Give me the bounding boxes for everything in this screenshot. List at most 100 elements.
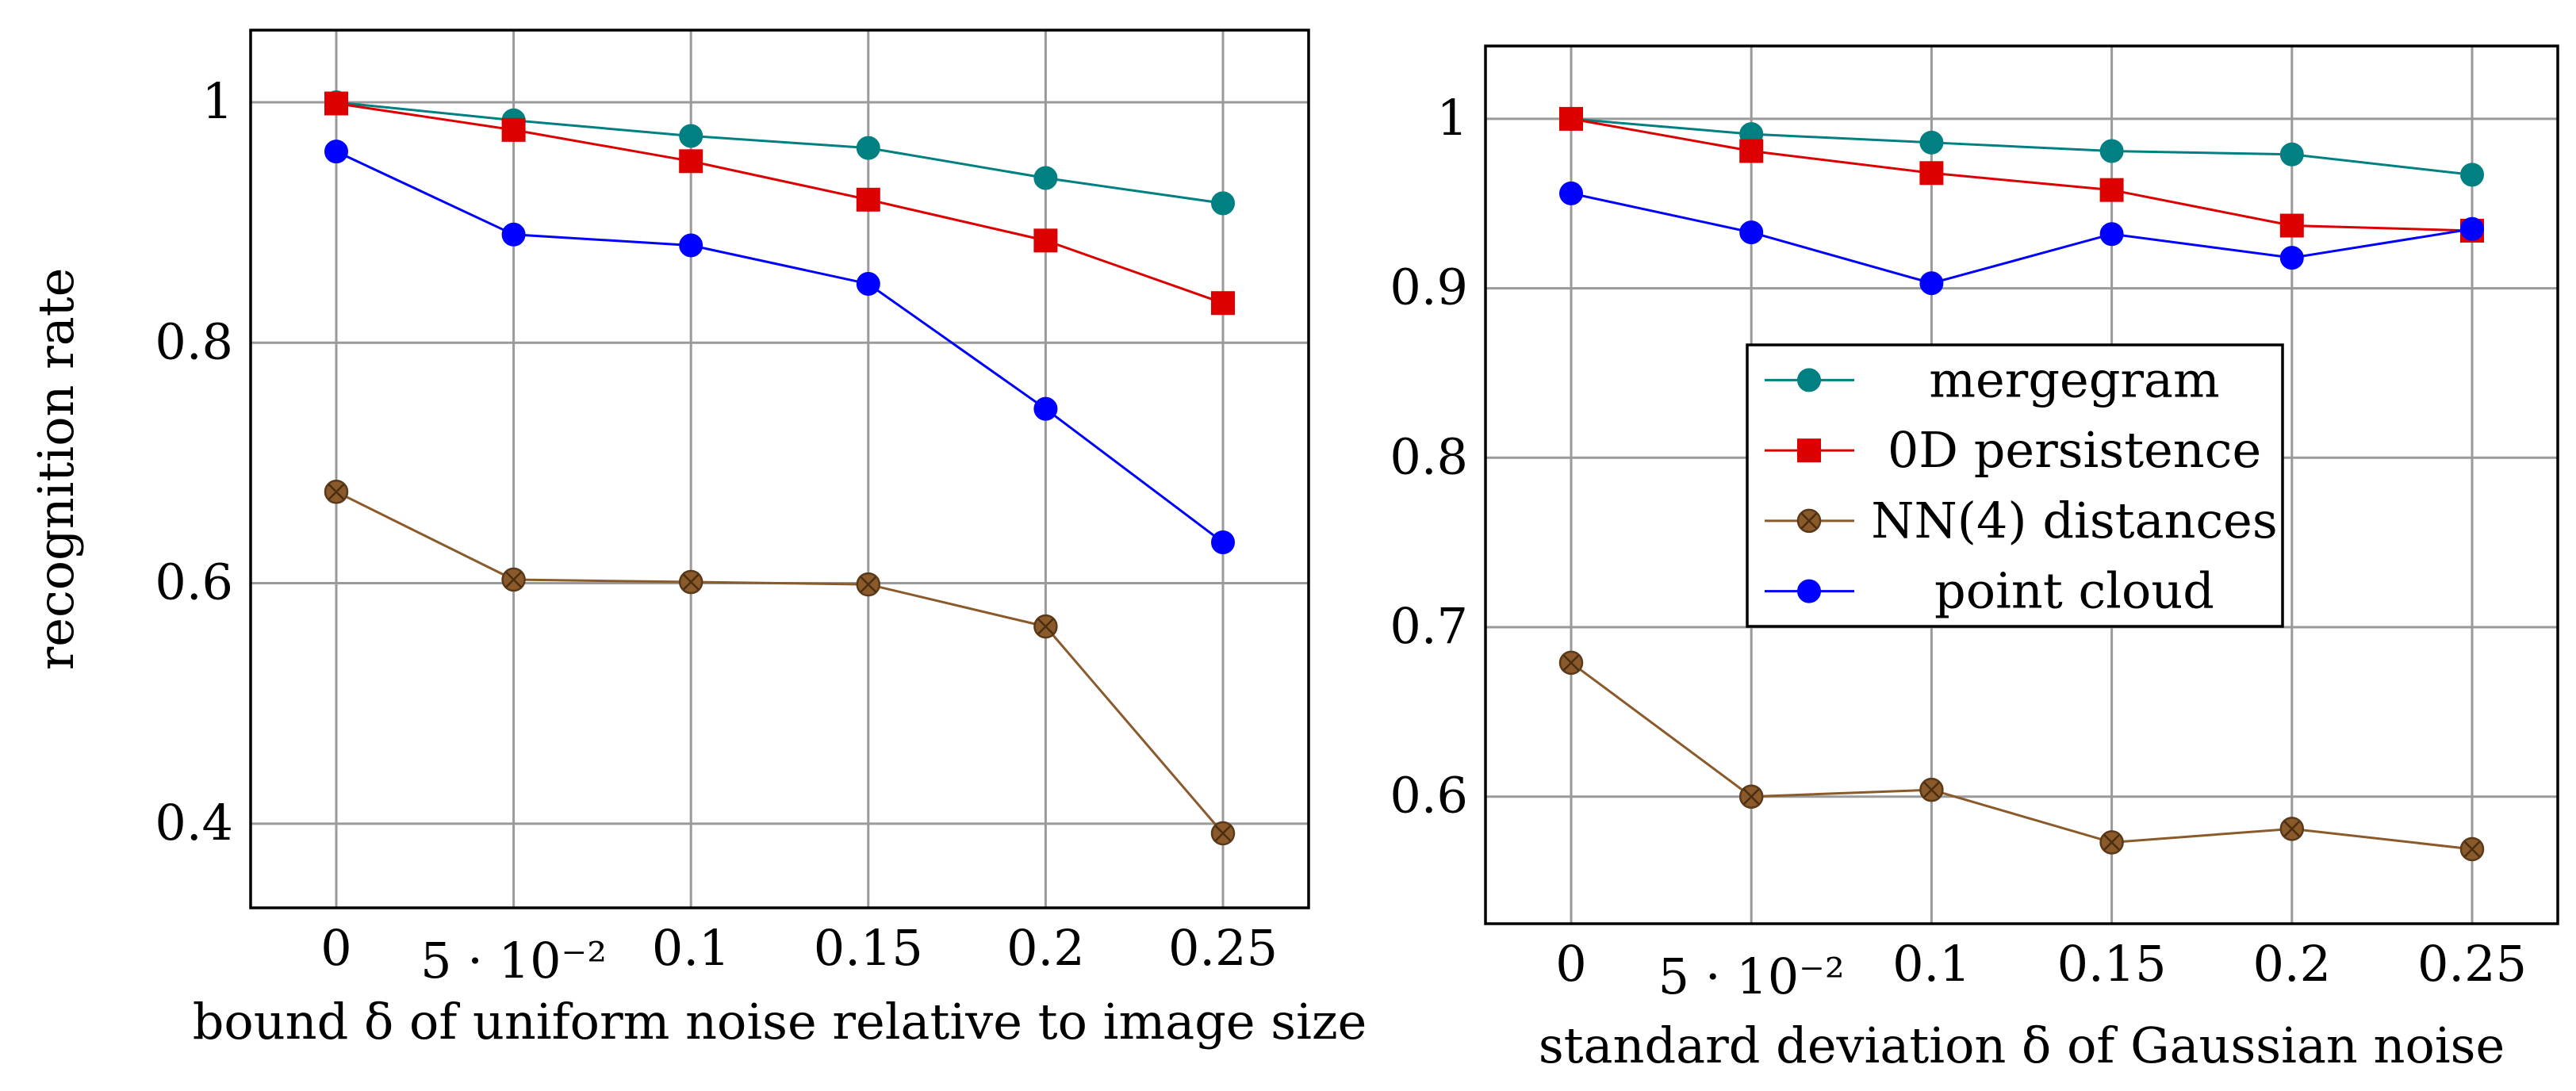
series-line-point-cloud xyxy=(1570,192,2473,285)
y-tick-label-3: 0.9 xyxy=(1390,258,1468,316)
point-nn-4-distances-1 xyxy=(501,567,526,592)
point-nn-4-distances-0 xyxy=(324,480,349,504)
y-tick-label-1: 0.7 xyxy=(1390,597,1468,655)
legend-box xyxy=(1746,343,2284,628)
point-mergegram-2 xyxy=(679,124,703,148)
y-tick-label-2: 0.8 xyxy=(1390,427,1468,485)
x-tick-label-0: 0 xyxy=(320,919,351,977)
point-point-cloud-3 xyxy=(2099,222,2124,247)
x-tick-label-4: 0.2 xyxy=(2252,935,2331,993)
series-line-point-cloud xyxy=(335,150,1224,544)
y-tick-label-3: 1 xyxy=(202,72,233,130)
point-0d-persistence-4 xyxy=(2279,213,2304,238)
point-nn-4-distances-3-cross-b xyxy=(2103,834,2120,851)
x-axis-label: standard deviation δ of Gaussian noise xyxy=(1539,1016,2505,1074)
legend-marker-0d-persistence xyxy=(1797,438,1821,463)
point-nn-4-distances-1-cross-b xyxy=(505,571,522,588)
point-nn-4-distances-2-cross-b xyxy=(1923,781,1940,798)
point-nn-4-distances-2 xyxy=(1919,777,1944,802)
point-point-cloud-1 xyxy=(501,222,526,247)
x-tick-label-0: 0 xyxy=(1555,935,1586,993)
point-point-cloud-0 xyxy=(1559,181,1583,205)
y-tick-label-4: 1 xyxy=(1437,89,1468,147)
legend-label-nn-4-distances: NN(4) distances xyxy=(1871,492,2277,549)
point-mergegram-3 xyxy=(856,136,880,160)
point-nn-4-distances-5 xyxy=(1210,821,1236,846)
x-tick-label-1: 5 · 10⁻² xyxy=(1658,947,1845,1005)
x-tick-label-3: 0.15 xyxy=(2057,935,2167,993)
point-point-cloud-4 xyxy=(2279,246,2304,270)
point-0d-persistence-3 xyxy=(856,187,880,212)
x-tick-label-5: 0.25 xyxy=(2417,935,2527,993)
y-tick-label-0: 0.4 xyxy=(155,794,233,852)
series-point-cloud xyxy=(1559,181,2484,296)
point-0d-persistence-1 xyxy=(1739,139,1764,163)
point-0d-persistence-0 xyxy=(1559,106,1583,131)
point-nn-4-distances-1-cross-b xyxy=(1742,788,1760,806)
legend-marker-nn-4-distances xyxy=(1796,508,1822,534)
point-mergegram-5 xyxy=(1211,191,1235,216)
point-0d-persistence-5 xyxy=(1211,291,1235,316)
y-tick-label-0: 0.6 xyxy=(1390,767,1468,825)
series-mergegram xyxy=(324,90,1235,216)
axes-frame xyxy=(1484,44,2559,925)
point-nn-4-distances-0-cross-b xyxy=(328,483,345,500)
point-0d-persistence-2 xyxy=(679,149,703,174)
point-nn-4-distances-5 xyxy=(2459,836,2485,862)
series-line-mergegram xyxy=(1570,117,2473,176)
legend-label-mergegram: mergegram xyxy=(1929,350,2220,408)
point-0d-persistence-1 xyxy=(501,117,526,142)
x-axis-label: bound δ of uniform noise relative to ima… xyxy=(193,993,1367,1051)
point-nn-4-distances-4 xyxy=(2279,817,2305,841)
y-tick-label-1: 0.6 xyxy=(155,553,233,611)
point-point-cloud-1 xyxy=(1739,220,1764,245)
series-line-0d-persistence xyxy=(1570,117,2473,232)
point-mergegram-2 xyxy=(1919,130,1944,155)
point-0d-persistence-3 xyxy=(2099,178,2124,202)
legend-marker-mergegram xyxy=(1797,368,1821,392)
point-point-cloud-2 xyxy=(1919,271,1944,296)
point-point-cloud-3 xyxy=(856,271,880,296)
axes-frame xyxy=(249,29,1310,909)
point-mergegram-4 xyxy=(1033,166,1058,190)
x-tick-label-5: 0.25 xyxy=(1168,919,1278,977)
point-nn-4-distances-1 xyxy=(1738,784,1764,809)
point-0d-persistence-0 xyxy=(324,91,348,116)
series-point-cloud xyxy=(324,140,1235,555)
series-line-nn-4-distances xyxy=(1570,661,2473,851)
x-tick-label-2: 0.1 xyxy=(652,919,730,977)
x-tick-label-4: 0.2 xyxy=(1006,919,1085,977)
point-nn-4-distances-0 xyxy=(1558,650,1584,676)
series-nn-4-distances xyxy=(1558,650,2485,862)
point-0d-persistence-4 xyxy=(1033,228,1058,253)
series-line-0d-persistence xyxy=(335,102,1224,304)
point-point-cloud-5 xyxy=(1211,530,1235,555)
legend-label-0d-persistence: 0D persistence xyxy=(1888,421,2261,479)
series-nn-4-distances xyxy=(324,480,1236,846)
series-0d-persistence xyxy=(324,91,1235,316)
point-nn-4-distances-4 xyxy=(1033,614,1058,639)
chart-right-gaussian-noise: 0 5 · 10⁻² 0.1 0.15 0.2 0.25 0.6 0.7 0.8 0.9 1 stan… xyxy=(1390,44,2559,1074)
series-line-mergegram xyxy=(335,101,1224,205)
point-nn-4-distances-0-cross-b xyxy=(1562,654,1580,672)
point-point-cloud-0 xyxy=(324,140,348,164)
point-nn-4-distances-4-cross-b xyxy=(1037,618,1054,635)
legend-label-point-cloud: point cloud xyxy=(1934,562,2214,620)
point-point-cloud-5 xyxy=(2460,216,2484,241)
point-point-cloud-4 xyxy=(1033,396,1058,421)
point-nn-4-distances-5-cross-b xyxy=(2463,840,2481,858)
point-nn-4-distances-2-cross-b xyxy=(682,573,700,591)
legend-marker-point-cloud xyxy=(1797,579,1821,603)
point-nn-4-distances-3 xyxy=(2099,830,2124,855)
x-tick-label-1: 5 · 10⁻² xyxy=(420,932,607,990)
x-tick-label-2: 0.1 xyxy=(1892,935,1971,993)
point-mergegram-3 xyxy=(2099,139,2124,163)
point-nn-4-distances-3 xyxy=(856,572,881,597)
y-axis-label: recognition rate xyxy=(27,268,85,671)
grid xyxy=(251,30,1309,908)
y-tick-label-2: 0.8 xyxy=(155,312,233,370)
point-0d-persistence-2 xyxy=(1919,161,1944,186)
series-line-nn-4-distances xyxy=(335,490,1225,834)
point-nn-4-distances-2 xyxy=(678,569,703,595)
